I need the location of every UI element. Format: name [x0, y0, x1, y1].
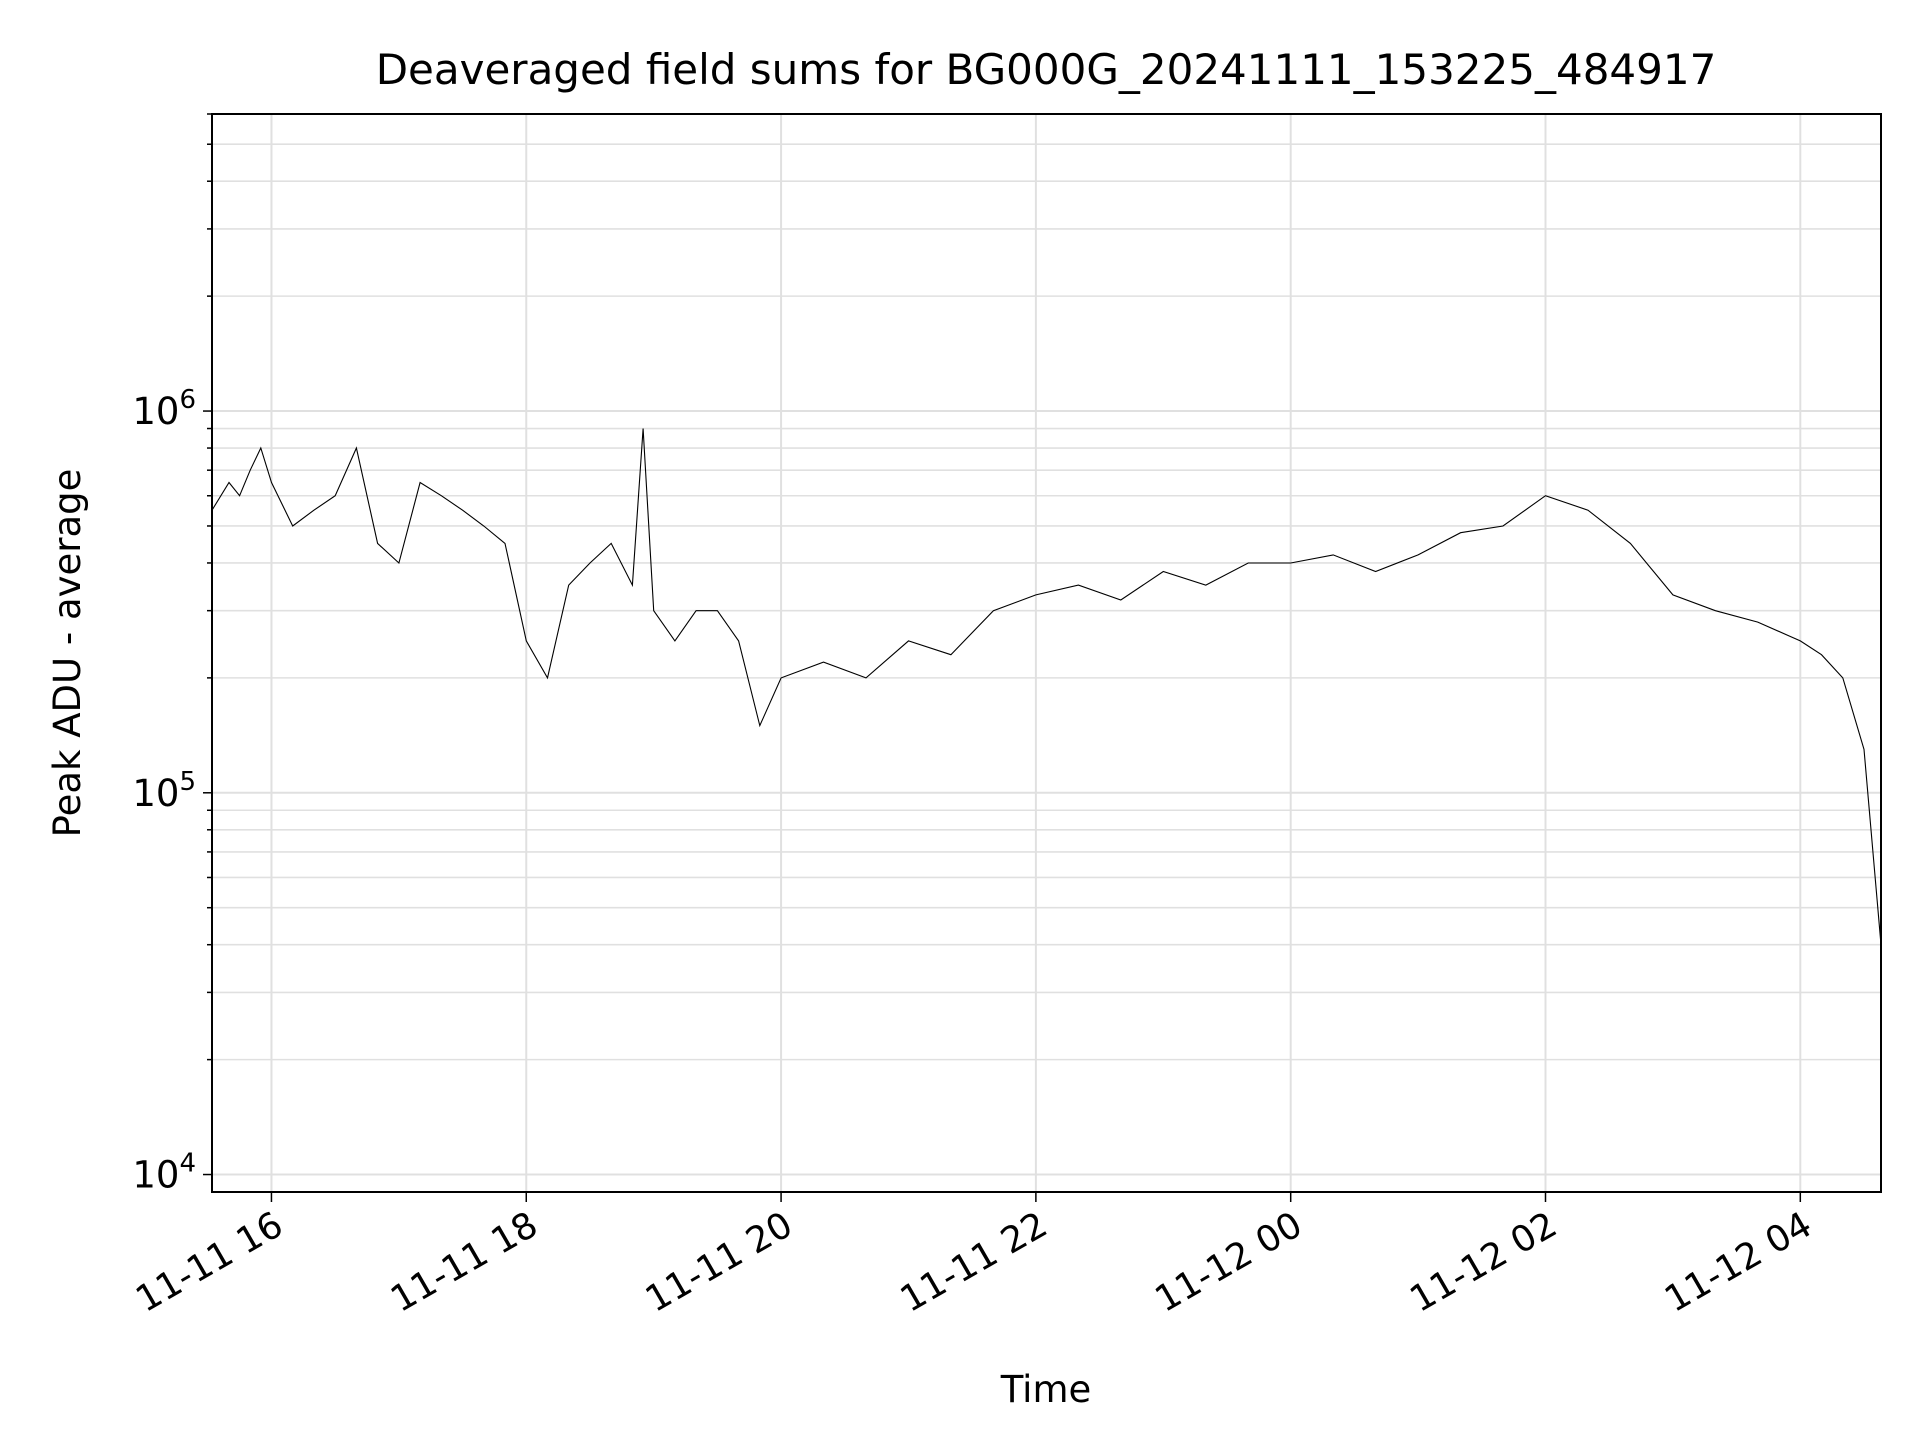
x-tick-label: 11-11 22: [894, 1204, 1055, 1320]
series-line: [211, 428, 1882, 945]
x-tick-label: 11-12 00: [1149, 1204, 1310, 1320]
x-tick-label: 11-11 16: [129, 1204, 290, 1320]
y-tick-label: 105: [132, 767, 196, 815]
x-axis-label: Time: [1000, 1368, 1092, 1411]
y-tick-label: 106: [132, 385, 196, 433]
chart-title: Deaveraged field sums for BG000G_2024111…: [376, 45, 1717, 94]
x-tick-label: 11-11 18: [384, 1204, 545, 1320]
x-tick-label: 11-12 04: [1658, 1204, 1819, 1320]
tick-layer: 104 105 106 11-11 16 11-11 18 11-11 20 11-11 2…: [129, 113, 1819, 1321]
y-axis-label: Peak ADU - average: [46, 469, 89, 838]
grid-layer: [212, 113, 1881, 1192]
y-tick-label: 104: [132, 1149, 196, 1197]
x-tick-label: 11-11 20: [639, 1204, 800, 1320]
x-tick-label: 11-12 02: [1403, 1204, 1564, 1320]
plot-frame: [211, 113, 1882, 1193]
